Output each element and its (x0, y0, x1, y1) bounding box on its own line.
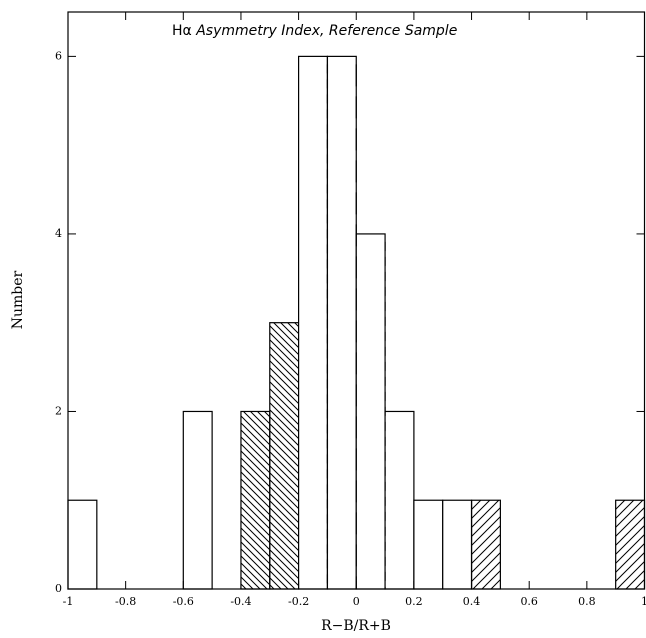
bar (298, 55, 329, 590)
y-tick-label: 0 (55, 582, 62, 595)
x-tick-label: 1 (641, 595, 646, 608)
y-tick-label: 6 (55, 49, 62, 62)
y-tick-label: 2 (55, 404, 62, 417)
bar (615, 499, 646, 590)
bar (355, 233, 386, 590)
x-tick-label: -0.2 (288, 595, 309, 608)
x-tick-label: 0 (353, 595, 360, 608)
bar (240, 410, 271, 590)
y-tick-label: 4 (55, 227, 62, 240)
title-text: Asymmetry Index, Reference Sample (195, 23, 457, 39)
bar (326, 55, 357, 590)
bar (384, 410, 415, 590)
x-tick-label: -1 (63, 595, 74, 608)
bar (470, 499, 501, 590)
bar (67, 499, 98, 590)
bar (413, 499, 444, 590)
x-tick-label: 0.2 (405, 595, 423, 608)
x-tick-label: -0.6 (173, 595, 194, 608)
bar (442, 499, 473, 590)
title-prefix: Hα (172, 23, 192, 39)
bar (182, 410, 213, 590)
y-axis-label: Number (10, 270, 26, 329)
bar (269, 322, 300, 590)
x-tick-label: -0.8 (115, 595, 136, 608)
x-tick-label: -0.4 (230, 595, 251, 608)
x-tick-label: 0.8 (578, 595, 596, 608)
chart-title: Hα Asymmetry Index, Reference Sample (172, 23, 457, 39)
x-tick-label: 0.4 (463, 595, 481, 608)
x-tick-label: 0.6 (520, 595, 538, 608)
x-axis-label: R−B/R+B (321, 618, 391, 634)
